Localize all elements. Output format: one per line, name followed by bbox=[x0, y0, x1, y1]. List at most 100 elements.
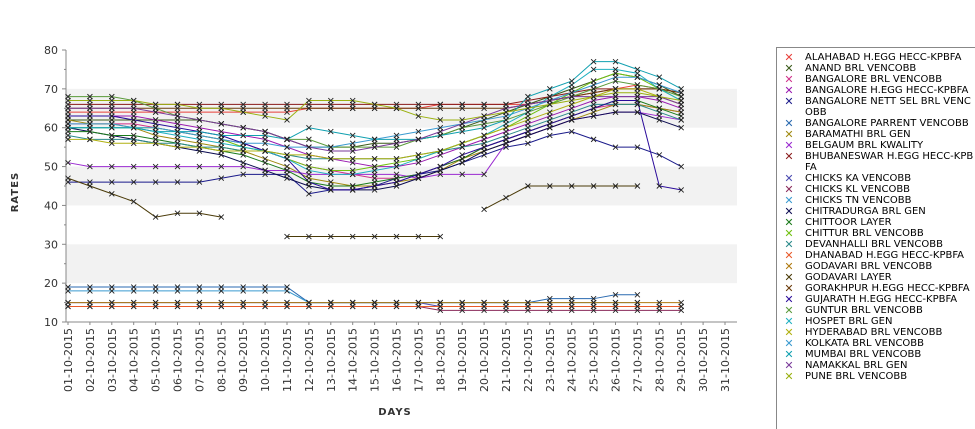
data-point-marker bbox=[65, 159, 71, 166]
data-point-marker bbox=[678, 124, 685, 131]
x-tick-label: 14-10-2015 bbox=[347, 328, 360, 392]
legend-marker-icon: ✕ bbox=[784, 216, 794, 229]
data-point-marker bbox=[65, 105, 71, 112]
data-point-marker bbox=[349, 148, 356, 154]
data-point-marker bbox=[546, 101, 553, 108]
data-point-marker bbox=[590, 183, 597, 189]
data-point-marker bbox=[459, 128, 466, 135]
data-point-marker bbox=[459, 140, 466, 147]
data-point-marker bbox=[262, 159, 268, 166]
data-point-marker bbox=[459, 171, 466, 178]
x-tick-label: 27-10-2015 bbox=[631, 328, 644, 392]
data-point-marker bbox=[108, 288, 115, 294]
legend-label: CHICKS KA VENCOBB bbox=[805, 173, 912, 184]
x-tick-label: 04-10-2015 bbox=[128, 328, 141, 392]
data-point-marker bbox=[284, 117, 290, 123]
x-tick-label: 30-10-2015 bbox=[697, 328, 710, 392]
data-point-marker bbox=[284, 152, 290, 158]
data-point-marker bbox=[327, 97, 334, 104]
data-point-marker bbox=[481, 105, 487, 112]
data-point-marker bbox=[174, 179, 181, 185]
data-point-marker bbox=[481, 113, 487, 119]
data-point-marker bbox=[262, 288, 268, 294]
data-point-marker bbox=[568, 299, 575, 306]
data-point-marker bbox=[130, 163, 137, 170]
data-point-marker bbox=[174, 299, 181, 306]
data-point-marker bbox=[174, 101, 181, 108]
data-point-marker bbox=[284, 299, 290, 306]
data-point-marker bbox=[65, 288, 71, 294]
legend-label: GODAVARI LAYER bbox=[805, 272, 892, 283]
data-point-marker bbox=[262, 140, 268, 147]
data-point-marker bbox=[306, 136, 312, 143]
x-tick-label: 09-10-2015 bbox=[237, 328, 250, 392]
data-point-marker bbox=[174, 144, 181, 150]
legend-item: ✕ BANGALORE PARRENT VENCOBB bbox=[777, 118, 975, 129]
legend-item: ✕ KOLKATA BRL VENCOBB bbox=[777, 338, 975, 349]
legend-item: ✕ CHITRADURGA BRL GEN bbox=[777, 206, 975, 217]
data-point-marker bbox=[525, 117, 531, 123]
data-point-marker bbox=[152, 128, 159, 135]
legend-marker-icon: ✕ bbox=[784, 84, 794, 97]
legend-label: DEVANHALLI BRL VENCOBB bbox=[805, 239, 943, 250]
data-point-marker bbox=[612, 299, 619, 306]
legend-label: BANGALORE H.EGG HECC-KPBFA bbox=[805, 85, 969, 96]
legend-marker-icon: ✕ bbox=[784, 348, 794, 361]
data-point-marker bbox=[262, 128, 268, 135]
y-tick-label: 10 bbox=[44, 316, 58, 329]
data-point-marker bbox=[152, 179, 159, 185]
legend-item: ✕ GORAKHPUR H.EGG HECC-KPBFA bbox=[777, 283, 975, 294]
data-point-marker bbox=[87, 124, 93, 131]
data-point-marker bbox=[240, 299, 247, 306]
legend-label: GUJARATH H.EGG HECC-KPBFA bbox=[805, 294, 958, 305]
data-point-marker bbox=[87, 113, 93, 119]
data-point-marker bbox=[196, 105, 203, 112]
data-point-marker bbox=[371, 167, 378, 174]
x-tick-label: 28-10-2015 bbox=[653, 328, 666, 392]
data-point-marker bbox=[481, 124, 487, 131]
legend-label: BANGALORE NETT SEL BRL VENCOBB bbox=[805, 96, 971, 118]
data-point-marker bbox=[481, 299, 487, 306]
data-point-marker bbox=[306, 144, 312, 150]
data-point-marker bbox=[678, 86, 685, 92]
data-point-marker bbox=[393, 163, 400, 170]
legend-label: DHANABAD H.EGG HECC-KPBFA bbox=[805, 250, 965, 261]
legend-marker-icon: ✕ bbox=[784, 271, 794, 284]
data-point-marker bbox=[262, 105, 268, 112]
data-point-marker bbox=[612, 66, 619, 73]
data-point-marker bbox=[306, 190, 312, 197]
data-point-marker bbox=[349, 155, 356, 162]
data-point-marker bbox=[108, 105, 115, 112]
data-point-marker bbox=[525, 140, 531, 147]
data-point-marker bbox=[262, 113, 268, 119]
data-point-marker bbox=[327, 105, 334, 112]
data-point-marker bbox=[634, 183, 641, 189]
data-point-marker bbox=[503, 109, 509, 115]
x-tick-label: 06-10-2015 bbox=[172, 328, 185, 392]
legend-item: ✕ BARAMATHI BRL GEN bbox=[777, 129, 975, 140]
x-tick-label: 29-10-2015 bbox=[675, 328, 688, 392]
data-point-marker bbox=[152, 101, 159, 108]
data-point-marker bbox=[371, 144, 378, 150]
data-point-marker bbox=[65, 113, 71, 119]
legend-item: ✕ GODAVARI LAYER bbox=[777, 272, 975, 283]
legend-marker-icon: ✕ bbox=[784, 260, 794, 273]
data-point-marker bbox=[284, 144, 290, 150]
data-point-marker bbox=[349, 140, 356, 147]
data-point-marker bbox=[327, 148, 334, 154]
data-point-marker bbox=[612, 144, 619, 150]
legend-item: ✕ BANGALORE BRL VENCOBB bbox=[777, 74, 975, 85]
legend-label: BHUBANESWAR H.EGG HECC-KPBFA bbox=[805, 151, 974, 173]
data-point-marker bbox=[152, 140, 159, 147]
data-point-marker bbox=[415, 171, 422, 178]
data-point-marker bbox=[656, 93, 663, 100]
data-point-marker bbox=[612, 291, 619, 298]
x-tick-label: 19-10-2015 bbox=[456, 328, 469, 392]
data-point-marker bbox=[130, 140, 137, 147]
data-point-marker bbox=[634, 291, 641, 298]
data-point-marker bbox=[218, 121, 225, 127]
data-point-marker bbox=[262, 148, 268, 154]
data-point-marker bbox=[437, 299, 444, 306]
data-point-marker bbox=[284, 233, 290, 240]
